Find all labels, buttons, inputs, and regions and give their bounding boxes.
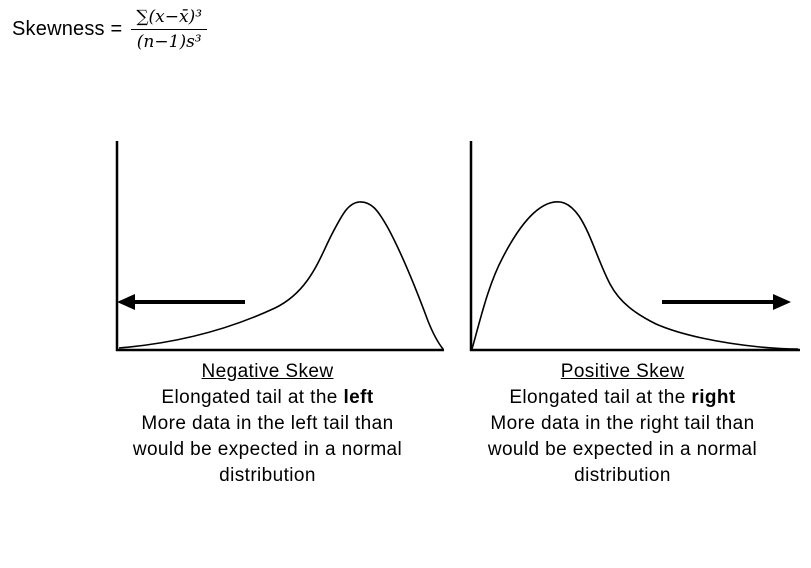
negative-caption-line1: Elongated tail at the left <box>95 385 440 411</box>
negative-line1-prefix: Elongated tail at the <box>161 387 344 408</box>
positive-line1-bold: right <box>691 387 736 408</box>
positive-skew-title: Positive Skew <box>560 361 685 382</box>
negative-skew-caption: Negative Skew Elongated tail at the left… <box>95 359 440 489</box>
negative-skew-title: Negative Skew <box>201 361 334 382</box>
formula-fraction: ∑(x−x̄)³ (n−1)s³ <box>131 6 208 53</box>
left-tail-arrow-icon <box>117 294 245 310</box>
negative-caption-line4: distribution <box>219 465 316 486</box>
right-tail-arrow-icon <box>662 294 791 310</box>
negative-line1-bold: left <box>343 387 374 408</box>
positive-caption-line1: Elongated tail at the right <box>450 385 795 411</box>
positive-caption-line2: More data in the right tail than <box>490 413 755 434</box>
negative-caption-line2: More data in the left tail than <box>141 413 394 434</box>
negative-skew-curve <box>118 201 444 350</box>
positive-line1-prefix: Elongated tail at the <box>509 387 692 408</box>
positive-skew-caption: Positive Skew Elongated tail at the righ… <box>450 359 795 489</box>
right-arrow-head <box>773 294 791 310</box>
formula-numerator: ∑(x−x̄)³ <box>131 6 208 31</box>
formula-label: Skewness = <box>12 18 123 41</box>
negative-skew-plot <box>115 141 444 352</box>
formula-denominator: (n−1)s³ <box>136 32 202 53</box>
negative-caption-line3: would be expected in a normal <box>132 439 403 460</box>
positive-caption-line4: distribution <box>574 465 671 486</box>
positive-skew-plot <box>469 141 800 352</box>
left-arrow-head <box>117 294 135 310</box>
positive-caption-line3: would be expected in a normal <box>487 439 758 460</box>
skewness-formula: Skewness = ∑(x−x̄)³ (n−1)s³ <box>12 6 208 53</box>
positive-skew-curve <box>471 200 799 350</box>
